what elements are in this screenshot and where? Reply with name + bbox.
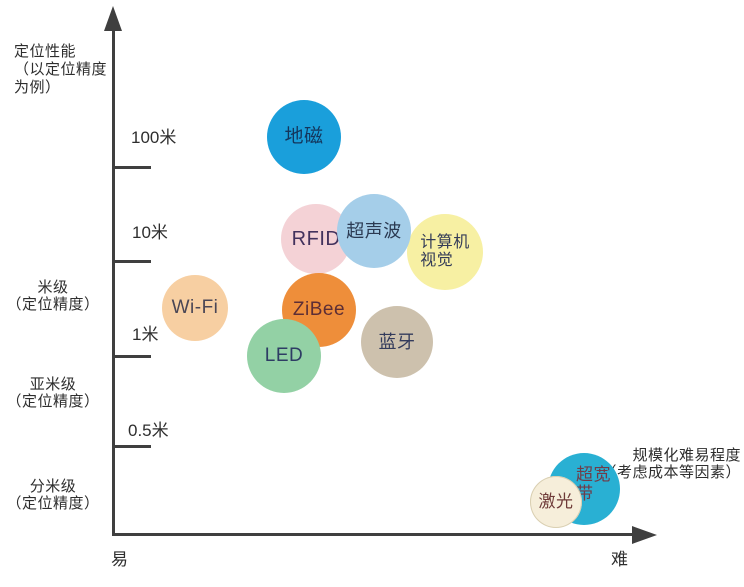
y-axis-title-line: 定位性能: [14, 43, 77, 60]
bubble-label-geomagnetic: 地磁: [284, 126, 324, 148]
bubble-geomagnetic: 地磁: [267, 100, 341, 174]
y-axis-tick-label: 10米: [132, 223, 168, 242]
x-axis-arrow-icon: [632, 526, 657, 544]
bubble-label-ultrasonic: 超声波: [346, 220, 402, 241]
bubble-label-wifi: Wi-Fi: [171, 297, 219, 319]
bubble-laser: 激光: [530, 476, 582, 528]
bubble-bluetooth: 蓝牙: [361, 306, 433, 378]
y-axis-title: 定位性能 （以定位精度 为例）: [14, 43, 107, 97]
x-axis-max-label: 难: [611, 550, 628, 569]
y-axis-band-label: 亚米级 （定位精度）: [6, 376, 100, 410]
y-axis-arrow-icon: [104, 6, 122, 31]
y-axis-title-line: （以定位精度: [14, 61, 108, 78]
bubble-label-led: LED: [264, 345, 304, 367]
y-axis-tick-label: 100米: [131, 128, 177, 147]
x-axis-title-line: （考虑成本等因素）: [601, 463, 741, 481]
y-axis-tick-mark: [112, 445, 151, 448]
x-axis-title: 规模化难易程度 （考虑成本等因素）: [601, 447, 741, 481]
bubble-led: LED: [247, 319, 321, 393]
bubble-label-laser: 激光: [538, 492, 574, 512]
y-axis-tick-mark: [112, 355, 151, 358]
y-axis-title-line: 为例）: [14, 79, 61, 96]
bubble-label-bluetooth: 蓝牙: [378, 331, 416, 352]
y-axis-tick-label: 0.5米: [128, 421, 169, 440]
x-axis-line: [112, 533, 634, 536]
bubble-zibee: ZiBee: [282, 273, 356, 347]
x-axis-min-label: 易: [111, 550, 128, 569]
bubble-ultrasonic: 超声波: [337, 194, 411, 268]
y-axis-tick-label: 1米: [132, 325, 159, 344]
bubble-label-computer-vision: 计算机 视觉: [420, 234, 470, 269]
y-axis-band-label: 米级 （定位精度）: [6, 279, 100, 313]
bubble-computer-vision: 计算机 视觉: [407, 214, 483, 290]
y-axis-line: [112, 26, 115, 536]
x-axis-title-line: 规模化难易程度: [632, 447, 741, 464]
y-axis-tick-mark: [112, 166, 151, 169]
bubble-label-rfid: RFID: [291, 227, 341, 250]
bubble-label-zibee: ZiBee: [292, 299, 346, 321]
y-axis-band-label: 分米级 （定位精度）: [6, 478, 100, 512]
bubble-wifi: Wi-Fi: [162, 275, 228, 341]
y-axis-tick-mark: [112, 260, 151, 263]
